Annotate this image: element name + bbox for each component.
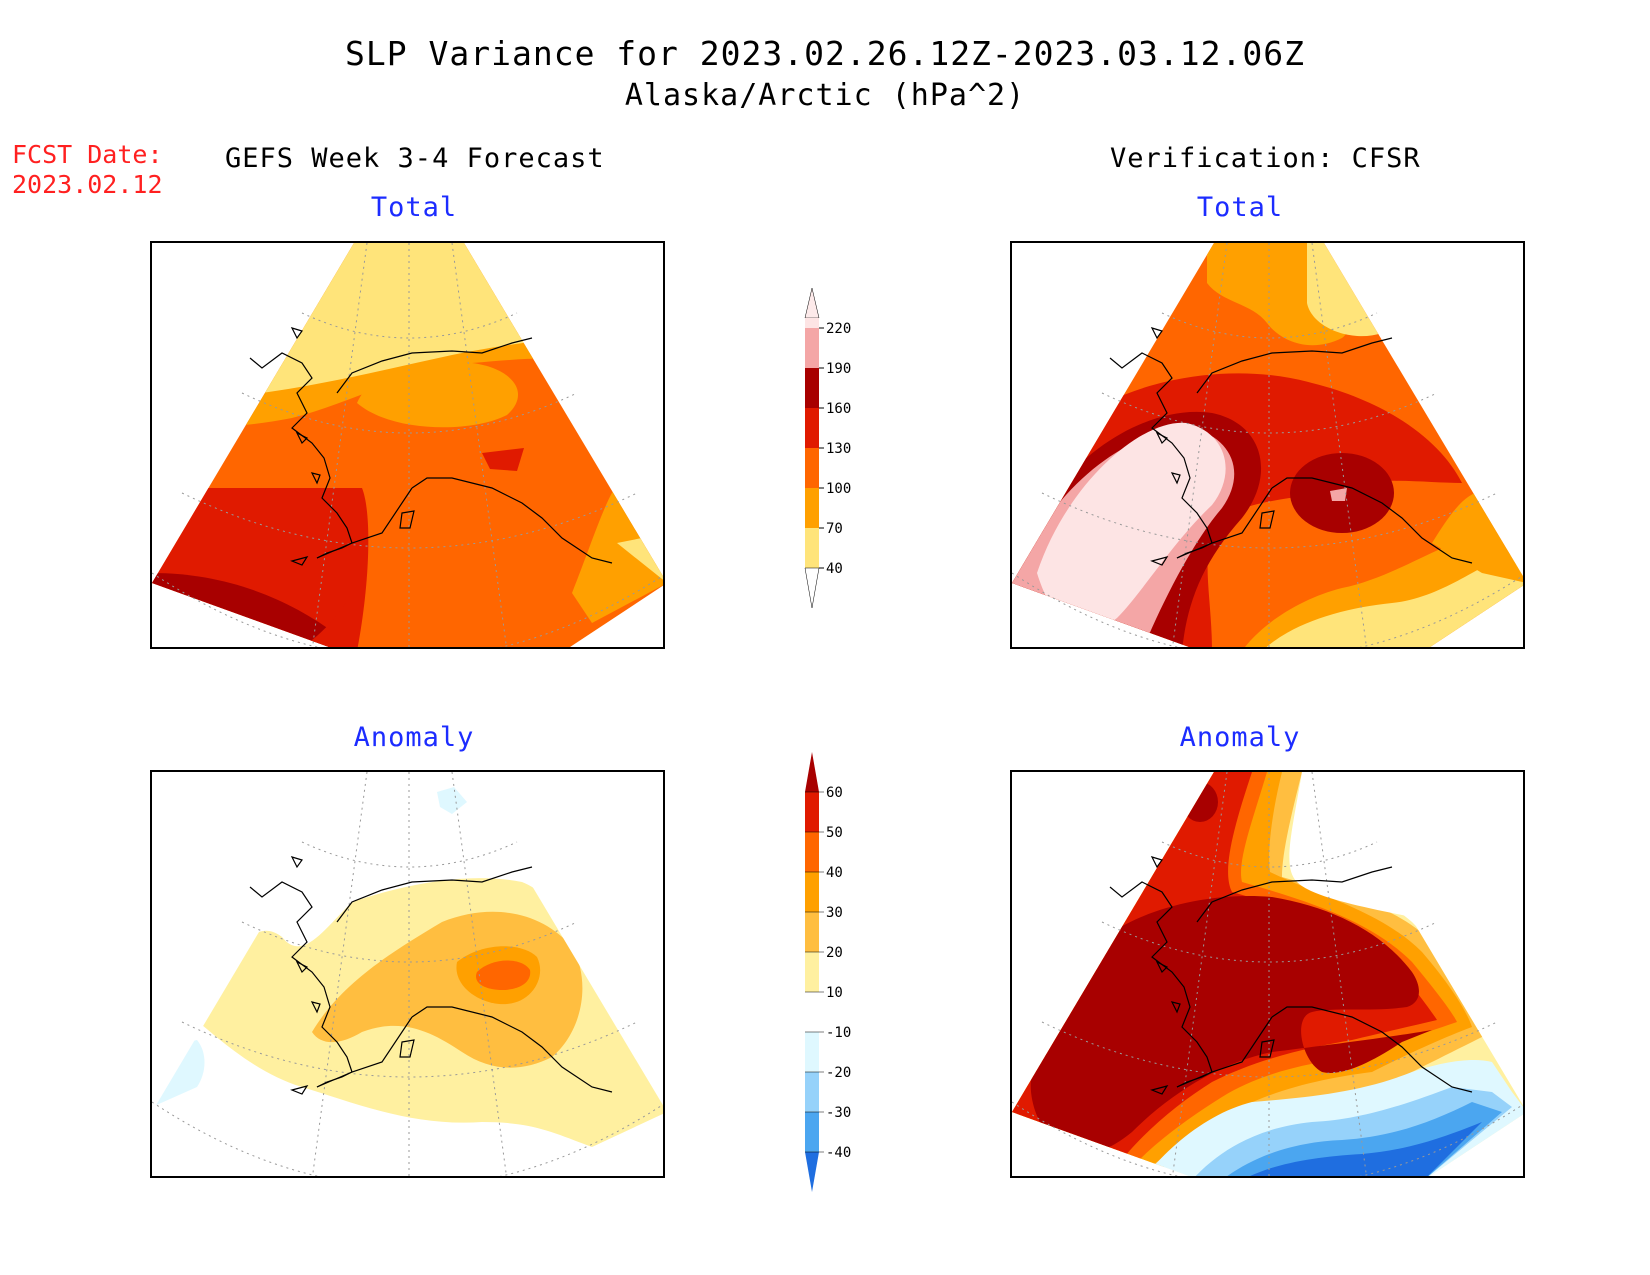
total-colorbar-label: 40 <box>826 561 843 577</box>
forecast-column-title: GEFS Week 3-4 Forecast <box>225 143 605 174</box>
anomaly-colorbar-segment <box>805 1072 819 1112</box>
total-colorbar-segment <box>805 328 819 368</box>
anomaly-colorbar: 60 50 40 30 20 10 -10 -20 -30 -40 <box>805 752 851 1192</box>
anomaly-colorbar-label: -20 <box>826 1065 851 1081</box>
verification-anomaly-title: Anomaly <box>1179 722 1301 753</box>
total-colorbar-label: 100 <box>826 481 851 497</box>
fcst-date-value: 2023.02.12 <box>12 170 163 199</box>
anomaly-colorbar-label: -40 <box>826 1145 851 1161</box>
total-colorbar-label: 220 <box>826 321 851 337</box>
forecast-total-title: Total <box>370 192 458 223</box>
anomaly-colorbar-label: -30 <box>826 1105 851 1121</box>
total-colorbar-label: 190 <box>826 361 851 377</box>
total-colorbar-top-arrow <box>804 287 820 319</box>
anomaly-colorbar-label: 30 <box>826 905 843 921</box>
chart-subtitle: Alaska/Arctic (hPa^2) <box>624 78 1026 113</box>
chart-title: SLP Variance for 2023.02.26.12Z-2023.03.… <box>345 34 1305 73</box>
anomaly-colorbar-label: -10 <box>826 1025 851 1041</box>
anomaly-colorbar-label: 20 <box>826 945 843 961</box>
anomaly-colorbar-label: 10 <box>826 985 843 1001</box>
total-colorbar-bottom-arrow <box>804 567 820 609</box>
verification-column-title: Verification: CFSR <box>1110 143 1421 174</box>
total-colorbar: 220 190 160 130 100 70 40 <box>804 287 851 609</box>
fcst-date-label: FCST Date: <box>12 140 163 169</box>
anomaly-colorbar-segment <box>805 992 819 1032</box>
verification-total-map <box>1010 241 1525 649</box>
forecast-anomaly-title: Anomaly <box>353 722 475 753</box>
forecast-total-map <box>150 241 665 649</box>
anomaly-colorbar-segment <box>805 1032 819 1072</box>
total-colorbar-segment <box>805 408 819 448</box>
forecast-anomaly-map <box>150 770 665 1178</box>
total-colorbar-label: 70 <box>826 521 843 537</box>
anomaly-colorbar-segment <box>805 792 819 832</box>
anomaly-colorbar-segment <box>805 912 819 952</box>
anomaly-colorbar-top-arrow <box>805 752 819 792</box>
anomaly-colorbar-label: 60 <box>826 785 843 801</box>
anomaly-colorbar-bottom-arrow <box>805 1152 819 1192</box>
anomaly-colorbar-label: 50 <box>826 825 843 841</box>
total-colorbar-segment <box>805 318 819 328</box>
total-colorbar-label: 130 <box>826 441 851 457</box>
anomaly-colorbar-segment <box>805 832 819 872</box>
total-colorbar-label: 160 <box>826 401 851 417</box>
anomaly-colorbar-segment <box>805 1112 819 1152</box>
anomaly-colorbar-label: 40 <box>826 865 843 881</box>
verification-anomaly-map <box>1010 770 1525 1178</box>
total-colorbar-segment <box>805 368 819 408</box>
anomaly-colorbar-segment <box>805 952 819 992</box>
total-colorbar-segment <box>805 448 819 488</box>
total-colorbar-segment <box>805 528 819 568</box>
total-colorbar-segment <box>805 488 819 528</box>
anomaly-colorbar-segment <box>805 872 819 912</box>
verification-total-title: Total <box>1196 192 1284 223</box>
